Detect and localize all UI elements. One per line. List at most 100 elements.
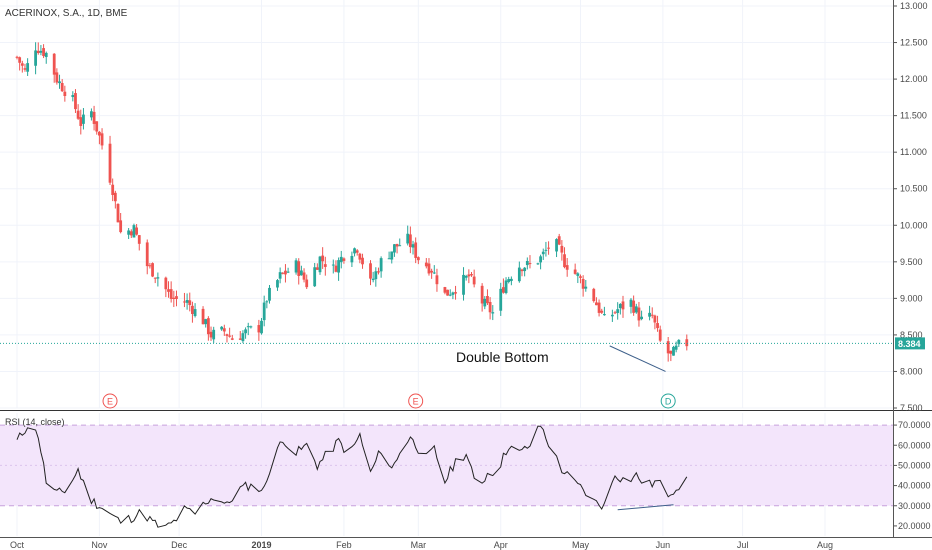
- rsi-series: [16, 425, 688, 528]
- candle-body: [127, 230, 131, 235]
- candle-body: [238, 338, 242, 340]
- candle-body: [560, 245, 564, 253]
- candle-body: [509, 278, 513, 281]
- rsi-band: [0, 424, 893, 507]
- candle-body: [71, 95, 75, 98]
- candle-body: [185, 300, 189, 303]
- candle-body: [108, 143, 112, 183]
- candle-body: [58, 81, 61, 84]
- earnings-marker[interactable]: [102, 393, 118, 409]
- candle-body: [305, 279, 309, 288]
- candle-body: [387, 258, 391, 260]
- last-price-tag: [895, 337, 925, 350]
- candle-body: [334, 265, 338, 272]
- candle-body: [55, 72, 59, 83]
- candle-body: [448, 294, 452, 296]
- price-tick-label: 11.000: [900, 147, 927, 157]
- candle-body: [315, 267, 319, 270]
- candle-body: [472, 276, 476, 285]
- time-tick-label: Jun: [656, 540, 671, 550]
- candle-body: [337, 260, 341, 273]
- time-tick-label: 2019: [252, 540, 272, 550]
- candle-body: [595, 302, 598, 306]
- candle-body: [206, 318, 210, 335]
- candle-body: [278, 272, 282, 279]
- time-tick-label: Apr: [494, 540, 508, 550]
- candle-body: [244, 329, 247, 334]
- candle-body: [90, 111, 93, 118]
- candle-body: [547, 247, 550, 249]
- candle-body: [523, 267, 527, 272]
- candle-body: [268, 287, 271, 301]
- candle-body: [286, 271, 290, 273]
- candle-body: [76, 110, 80, 119]
- candle-body: [411, 244, 415, 248]
- candle-body: [520, 269, 524, 272]
- event-marker-label: E: [107, 397, 113, 407]
- candle-body: [353, 248, 356, 254]
- candle-body: [241, 333, 245, 342]
- candle-body: [648, 312, 651, 317]
- candle-body: [44, 52, 48, 58]
- candle-body: [629, 299, 633, 307]
- candle-body: [427, 263, 431, 274]
- candle-body: [637, 307, 641, 321]
- candle-body: [430, 270, 434, 273]
- candle-body: [137, 235, 141, 244]
- candle-body: [175, 296, 178, 299]
- candle-body: [26, 63, 30, 72]
- rsi-title: RSI (14, close): [5, 417, 65, 427]
- rsi-tick-label: 40.0000: [898, 481, 931, 491]
- candle-body: [501, 287, 505, 293]
- candle-body: [302, 272, 306, 280]
- candle-body: [581, 278, 585, 289]
- time-tick-label: Feb: [336, 540, 352, 550]
- candle-body: [634, 306, 638, 313]
- candle-body: [669, 350, 673, 354]
- candle-body: [557, 236, 561, 245]
- candle-body: [584, 286, 588, 289]
- candle-body: [111, 184, 115, 195]
- candle-body: [390, 251, 394, 260]
- rsi-axis: 20.0000 30.0000 40.0000 50.0000 60.0000 70.00…: [893, 420, 931, 531]
- candle-body: [249, 326, 253, 328]
- candle-body: [685, 339, 689, 347]
- event-marker-label: D: [665, 397, 672, 407]
- candle-body: [541, 251, 545, 255]
- candle-body: [525, 260, 529, 266]
- candle-body: [563, 254, 566, 268]
- candle-body: [183, 301, 186, 303]
- candle-body: [172, 297, 176, 300]
- time-tick-label: Oct: [10, 540, 25, 550]
- candle-body: [528, 263, 532, 265]
- rsi-trendline: [617, 504, 674, 511]
- price-tick-label: 9.000: [900, 293, 923, 303]
- candle-body: [393, 244, 396, 253]
- candle-body: [610, 314, 614, 317]
- candle-body: [60, 83, 64, 92]
- candle-body: [281, 272, 285, 274]
- candle-body: [616, 309, 620, 313]
- dividend-marker[interactable]: [660, 393, 676, 409]
- candle-body: [672, 346, 675, 356]
- earnings-marker[interactable]: [408, 393, 424, 409]
- candle-body: [297, 261, 301, 276]
- candle-body: [454, 292, 457, 294]
- candle-body: [331, 264, 335, 266]
- candle-body: [36, 50, 40, 54]
- candle-body: [74, 93, 77, 110]
- candle-body: [358, 253, 362, 260]
- candle-body: [674, 345, 678, 350]
- candle-body: [464, 275, 468, 278]
- candle-body: [220, 326, 224, 330]
- candle-body: [169, 289, 173, 299]
- candle-body: [284, 270, 287, 275]
- time-tick-label: May: [572, 540, 590, 550]
- candle-body: [398, 245, 402, 247]
- price-tick-label: 11.500: [900, 111, 927, 121]
- candle-body: [573, 269, 577, 274]
- time-tick-label: Jul: [737, 540, 749, 550]
- candle-body: [209, 331, 213, 338]
